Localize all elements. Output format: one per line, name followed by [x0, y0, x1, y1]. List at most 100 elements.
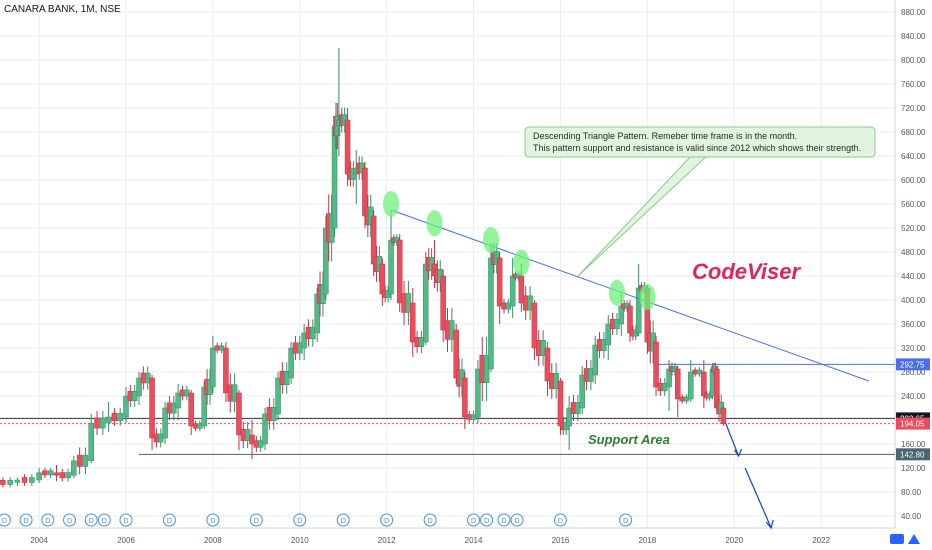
candle-body — [82, 454, 89, 467]
dividend-marker — [63, 513, 77, 527]
candle-body — [42, 470, 48, 476]
candle-body — [579, 374, 585, 409]
dividend-marker-label: D — [24, 518, 29, 525]
y-tick-label: 280.00 — [901, 368, 926, 377]
candle-body — [136, 377, 142, 397]
candle-body — [59, 472, 66, 479]
support-area-label: Support Area — [588, 432, 670, 447]
candle-body — [223, 347, 229, 394]
price-label-bg — [896, 358, 930, 371]
dividend-marker — [249, 513, 263, 527]
dividend-marker — [423, 513, 437, 527]
y-tick-label: 360.00 — [901, 320, 926, 329]
tradingview-logo-icon — [890, 534, 920, 544]
price-label: 142.80 — [900, 450, 925, 459]
candle-body — [462, 377, 468, 418]
candle-body — [344, 119, 351, 175]
y-tick-label: 640.00 — [901, 152, 926, 161]
y-tick-label: 120.00 — [901, 464, 926, 473]
candle-body — [47, 470, 54, 476]
y-tick-label: 560.00 — [901, 200, 926, 209]
x-tick-label: 2022 — [812, 536, 830, 545]
dividend-marker-label: D — [558, 518, 563, 525]
dividend-marker-label: D — [341, 518, 346, 525]
candle-body — [288, 347, 294, 379]
dividend-marker — [41, 513, 55, 527]
y-tick-label: 80.00 — [901, 488, 922, 497]
dividend-marker-label: D — [428, 518, 433, 525]
y-tick-label: 760.00 — [901, 80, 926, 89]
projection-arrowhead-1 — [734, 448, 743, 458]
candle-body — [201, 386, 207, 427]
dividend-marker — [619, 513, 633, 527]
brand-label: CodeViser — [692, 259, 801, 284]
dividend-marker-label: D — [67, 518, 72, 525]
candle-body — [249, 434, 255, 445]
candle-body — [701, 371, 707, 397]
dividend-marker-label: D — [623, 518, 628, 525]
pivot-highlight — [513, 249, 530, 276]
candle-body — [210, 347, 216, 388]
candle-body — [236, 392, 242, 436]
dividend-marker-label: D — [102, 518, 107, 525]
dividend-marker — [162, 513, 176, 527]
dividend-marker-label: D — [123, 518, 128, 525]
x-tick-label: 2010 — [291, 536, 309, 545]
x-tick-label: 2014 — [465, 536, 483, 545]
candle-body — [123, 395, 129, 418]
y-tick-label: 440.00 — [901, 272, 926, 281]
candle-body — [301, 332, 307, 349]
candle-body — [94, 417, 100, 429]
candle-body — [379, 263, 386, 295]
dividend-marker — [97, 513, 111, 527]
candle-body — [175, 392, 181, 409]
candle-body — [440, 275, 446, 331]
x-tick-label: 2008 — [204, 536, 222, 545]
dividend-marker — [293, 513, 307, 527]
y-tick-label: 40.00 — [901, 512, 922, 521]
dividend-marker-label: D — [210, 518, 215, 525]
annotation-line-2: This pattern support and resistance is v… — [533, 143, 861, 153]
candle-body — [262, 413, 268, 445]
candle-body — [76, 454, 83, 467]
dividend-marker — [380, 513, 394, 527]
pivot-highlight — [426, 210, 443, 237]
dividend-marker — [497, 513, 511, 527]
callout-pointer — [577, 154, 710, 277]
candle-body — [162, 407, 168, 439]
x-tick-label: 2016 — [552, 536, 570, 545]
candle-body — [53, 472, 60, 476]
y-tick-label: 840.00 — [901, 32, 926, 41]
candle-body — [720, 407, 727, 424]
x-tick-label: 2004 — [30, 536, 48, 545]
price-label-bg — [896, 448, 930, 461]
dividend-marker-label: D — [384, 518, 389, 525]
candle-body — [592, 344, 598, 376]
candle-body — [117, 412, 123, 422]
price-label-bg — [896, 417, 930, 430]
candle-body — [100, 417, 106, 429]
dividend-marker — [119, 513, 133, 527]
candle-body — [21, 477, 28, 483]
candle-body — [627, 305, 633, 334]
dividend-marker — [480, 513, 494, 527]
candle-body — [111, 412, 118, 422]
candle-body — [566, 407, 572, 427]
dividend-marker-label: D — [45, 518, 50, 525]
candle-body — [453, 329, 459, 379]
candle-body — [409, 302, 416, 343]
candle-body — [36, 472, 42, 481]
dividend-marker — [467, 513, 481, 527]
candle-body — [635, 287, 642, 334]
candle-body — [557, 380, 564, 427]
dividend-marker — [0, 513, 11, 527]
candle-body — [396, 239, 403, 304]
candle-body — [518, 275, 525, 304]
annotation-line-1: Descending Triangle Pattern. Remeber tim… — [533, 131, 797, 141]
x-tick-label: 2012 — [378, 536, 396, 545]
annotation-box — [524, 126, 876, 158]
chart-title: CANARA BANK, 1M, NSE — [4, 4, 121, 15]
dividend-marker — [206, 513, 220, 527]
dividend-marker-label: D — [2, 518, 7, 525]
